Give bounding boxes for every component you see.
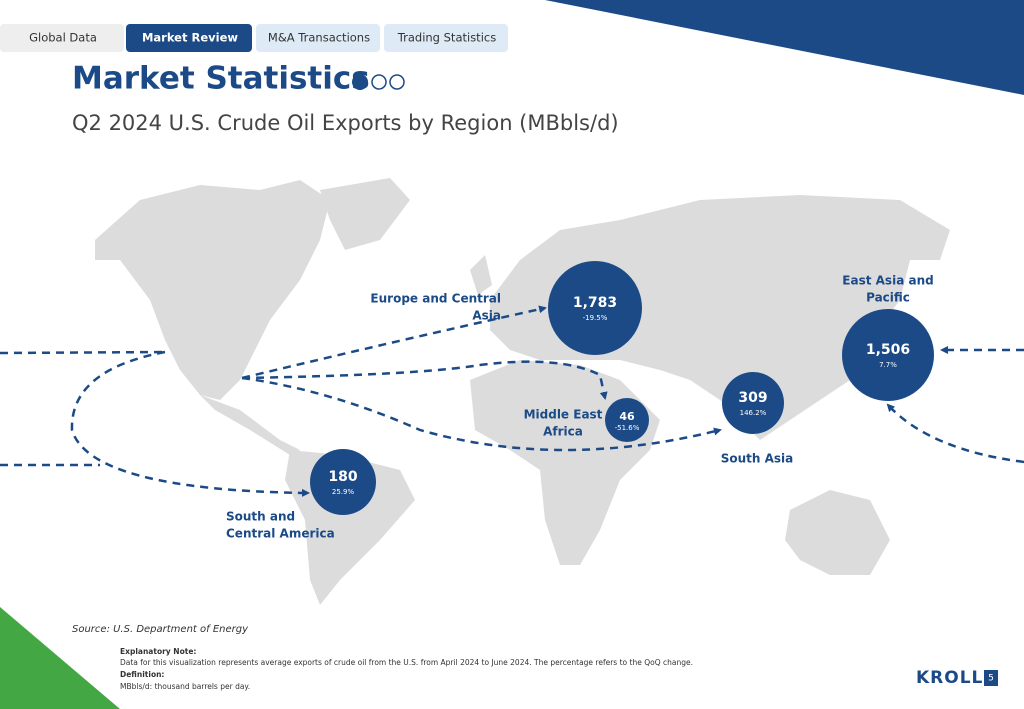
region-bubble	[310, 449, 376, 515]
source: Source: U.S. Department of Energy	[72, 624, 249, 635]
corner-decoration	[545, 0, 1024, 95]
logo: KROLL	[916, 668, 983, 688]
region-label: South Asia	[721, 452, 794, 466]
tab-label[interactable]: M&A Transactions	[268, 31, 370, 45]
trade-routes	[0, 305, 1024, 497]
page-number-box	[984, 670, 998, 686]
region-change: 25.9%	[332, 488, 355, 496]
region-label: Central America	[226, 527, 335, 541]
region-value: 46	[619, 410, 635, 423]
pager-dot	[371, 74, 387, 90]
tab-label[interactable]: Global Data	[29, 31, 97, 45]
region-value: 309	[738, 390, 767, 406]
region-label: East Asia and	[842, 274, 933, 288]
region-value: 1,783	[573, 295, 617, 311]
corner-decoration	[0, 607, 120, 709]
definition-text: MBbls/d: thousand barrels per day.	[120, 682, 250, 691]
pager-dot	[389, 74, 405, 90]
tab-bar: Global Data Market Review M&A Transactions…	[0, 24, 508, 52]
region-label: Asia	[472, 309, 501, 323]
region-value: 180	[328, 469, 357, 485]
region-bubble	[842, 309, 934, 401]
region-bubble	[548, 261, 642, 355]
tab[interactable]	[256, 24, 380, 52]
tab[interactable]	[126, 24, 252, 52]
tab-label[interactable]: Trading Statistics	[397, 31, 496, 45]
region-change: -51.6%	[615, 424, 640, 432]
region-label: Europe and Central	[370, 292, 501, 306]
region-label: Africa	[543, 425, 583, 439]
tab-label[interactable]: Market Review	[142, 31, 238, 45]
tab[interactable]	[384, 24, 508, 52]
region-bubble	[605, 398, 649, 442]
world-map	[95, 178, 950, 605]
page-number: 5	[988, 674, 994, 684]
regions: 1,783 -19.5% Europe and Central Asia 1,506 7.…	[226, 261, 934, 541]
region-label: South and	[226, 510, 295, 524]
region-change: 7.7%	[879, 361, 897, 369]
region-label: Pacific	[866, 291, 910, 305]
region-bubble	[722, 372, 784, 434]
page-subtitle: Q2 2024 U.S. Crude Oil Exports by Region…	[72, 111, 619, 135]
region-label: Middle East	[524, 408, 603, 422]
page-title: Market Statistics	[72, 61, 370, 97]
note-heading: Explanatory Note:	[120, 647, 196, 656]
definition-heading: Definition:	[120, 670, 164, 679]
pager-dot	[352, 74, 368, 90]
tab[interactable]	[0, 24, 124, 52]
note-text: Data for this visualization represents a…	[120, 658, 693, 667]
region-value: 1,506	[866, 342, 910, 358]
region-change: 146.2%	[740, 409, 767, 417]
region-change: -19.5%	[583, 314, 608, 322]
